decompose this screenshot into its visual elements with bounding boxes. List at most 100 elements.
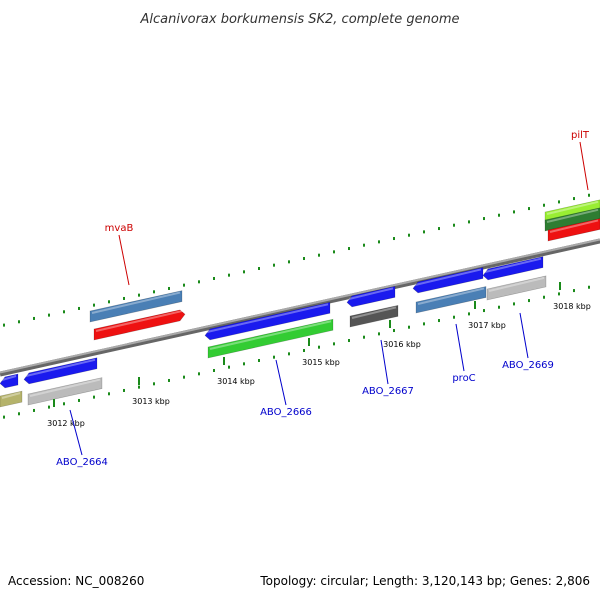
lower-tick-dot [33,408,35,412]
upper-tick-dot [183,283,185,287]
upper-tick-dot [333,250,335,254]
ABO_2664-gene-bar [27,377,103,406]
lower-tick-dot [273,355,275,359]
upper-tick-dot [153,290,155,294]
major-ticks: 3012 kbp 3013 kbp 3014 kbp 3015 kbp 3016 kbp… [47,282,591,428]
lower-tick-dot [408,325,410,329]
upper-tick-dot [33,316,35,320]
callout-line [69,409,83,456]
upper-tick-dot [168,286,170,290]
upper-tick-dot [573,197,575,201]
pilT-cds-arrow-highlight [549,219,599,233]
upper-tick-dot [513,210,515,214]
callout-line [275,359,287,406]
upper-tick-dot [393,237,395,241]
lower-tick-dot [213,368,215,372]
left-cds-arrow-highlight [1,375,17,381]
upper-tick-dot [588,193,590,197]
left-gene-bar [0,390,23,408]
tick-label: 3016 kbp [383,340,421,349]
lower-tick-dot [288,352,290,356]
gene-label: ABO_2667 [362,386,414,397]
lower-tick-dot [198,372,200,376]
callout-line [118,234,130,286]
lower-tick-dot [48,405,50,409]
lower-tick-dot [138,385,140,389]
lower-tick-dot [573,289,575,293]
pilT-gene-bar-2-highlight [546,208,599,223]
lower-tick-dot [378,332,380,336]
lower-tick-dot [528,299,530,303]
lower-tick-dot [153,382,155,386]
map-title: Alcanivorax borkumensis SK2, complete ge… [139,12,459,27]
gene-label: ABO_2666 [260,407,312,418]
gene-label: mvaB [105,223,134,234]
upper-tick-dot [378,240,380,244]
upper-tick-dot [288,260,290,264]
tick-label: 3017 kbp [468,321,506,330]
gene-label: ABO_2664 [56,457,108,468]
ABO_2669-gene-bar-highlight [488,276,545,292]
backbone-shadow [0,238,600,377]
lower-tick-dot [318,345,320,349]
lower-tick-dot [18,412,20,416]
upper-tick-dot [258,267,260,271]
upper-tick-dot [348,247,350,251]
callout-line [519,312,529,359]
lower-tick-dot [363,335,365,339]
upper-tick-dot [273,263,275,267]
upper-tick-dot [468,220,470,224]
backbone-highlight [0,238,600,374]
lower-tick-dot [78,398,80,402]
upper-tick-dot [138,293,140,297]
genome-summary-text: Topology: circular; Length: 3,120,143 bp… [259,574,590,588]
upper-tick-dot [498,213,500,217]
upper-tick-dot [198,280,200,284]
upper-tick-dot [48,313,50,317]
tick-dots [3,193,590,419]
upper-tick-dot [558,200,560,204]
lower-tick-dot [558,292,560,296]
proC-cds-arrow-highlight [414,268,482,286]
gene-label: ABO_2669 [502,360,554,371]
gene-label: pilT [571,130,590,141]
upper-tick-dot [453,223,455,227]
upper-tick-dot [3,323,5,327]
upper-tick-dot [423,230,425,234]
lower-tick-dot [483,309,485,313]
lower-tick-dot [303,349,305,353]
ABO_2666-cds-arrow [204,301,331,341]
upper-tick-dot [543,203,545,207]
ABO_2666-gene-bar [207,318,334,359]
lower-tick-dot [228,365,230,369]
lower-tick-dot [498,305,500,309]
lower-tick-dot [168,378,170,382]
callout-line [455,323,465,372]
mvaB-cds-arrow [93,309,186,341]
lower-tick-dot [543,295,545,299]
lower-tick-dot [588,285,590,289]
pilT-cds-arrow [547,218,600,242]
upper-tick-dot [108,300,110,304]
lower-tick-dot [468,312,470,316]
gene-label: proC [452,373,475,384]
lower-tick-dot [393,329,395,333]
lower-tick-dot [243,362,245,366]
upper-tick-dot [18,320,20,324]
ABO_2666-cds-arrow-highlight [206,303,329,333]
lower-tick-dot [183,375,185,379]
left-cds-arrow [0,373,19,389]
upper-tick-dot [438,227,440,231]
ABO_2667-cds-arrow-highlight [348,287,394,300]
proC-cds-arrow [412,267,484,294]
upper-tick-dot [78,306,80,310]
upper-tick-dot [243,270,245,274]
upper-tick-dot [123,296,125,300]
ABO_2667-gene-bar [349,304,399,328]
upper-tick-dot [528,207,530,211]
lower-tick-dot [333,342,335,346]
tick-label: 3015 kbp [302,358,340,367]
backbone [0,238,600,377]
upper-tick-dot [63,310,65,314]
upper-tick-dot [363,243,365,247]
